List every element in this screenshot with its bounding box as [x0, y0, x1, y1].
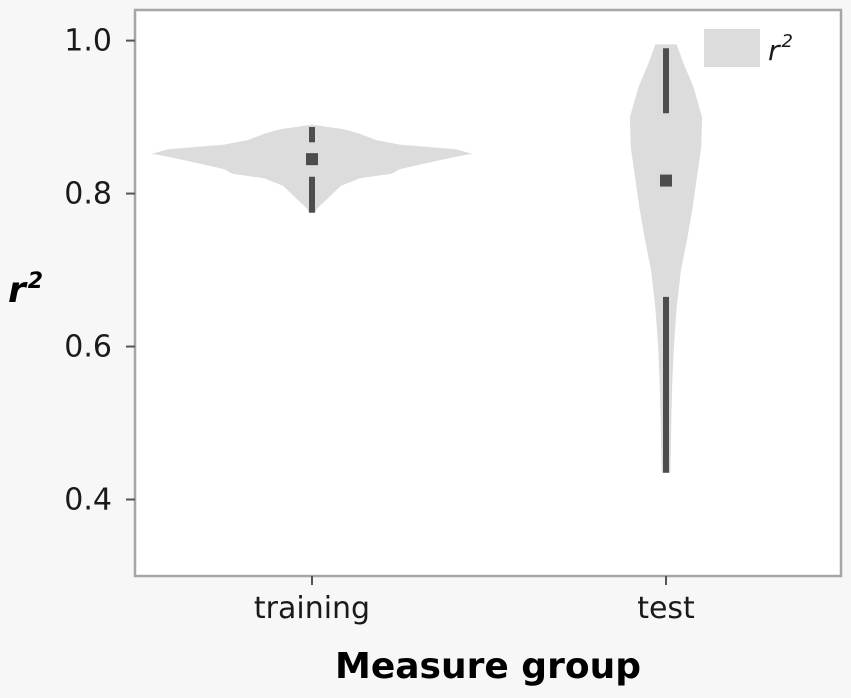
y-axis-ticks: 0.4 0.6 0.8 1.0: [64, 24, 135, 518]
x-tick-label: test: [637, 591, 695, 626]
median-marker-test: [660, 174, 672, 187]
median-marker-training: [306, 153, 318, 166]
plot-area: [133, 8, 843, 578]
legend-label-sup: 2: [782, 31, 793, 52]
y-axis-title-sup: 2: [28, 269, 43, 294]
violin-training: [152, 124, 472, 213]
y-axis-title-base: r: [8, 270, 28, 311]
legend-swatch: [704, 29, 760, 67]
y-tick-label: 1.0: [64, 24, 112, 59]
y-tick-label: 0.6: [64, 330, 112, 365]
y-tick-label: 0.4: [64, 483, 112, 518]
x-axis-title: Measure group: [335, 646, 641, 687]
violin-test: [629, 44, 703, 473]
y-axis-title: r2: [8, 269, 43, 311]
x-axis-ticks: training test: [254, 576, 695, 626]
violins: [152, 44, 703, 473]
y-tick-label: 0.8: [64, 177, 112, 212]
x-tick-label: training: [254, 591, 370, 626]
legend-label-base: r: [768, 34, 781, 67]
